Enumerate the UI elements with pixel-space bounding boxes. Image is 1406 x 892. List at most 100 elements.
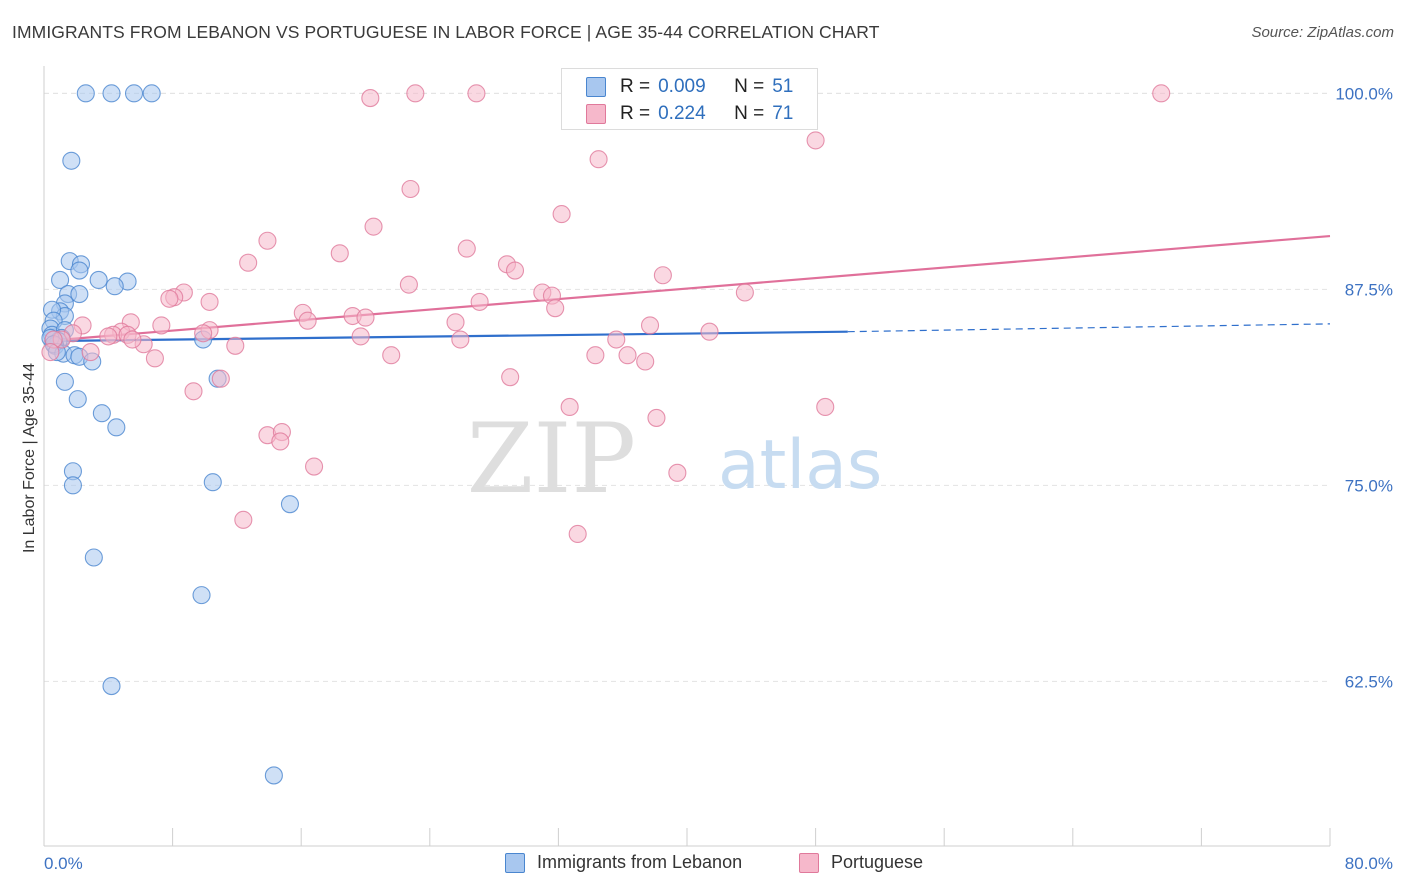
legend-r-value: 0.224 <box>658 103 706 124</box>
point-portuguese <box>816 397 835 417</box>
point-portuguese <box>200 292 219 311</box>
point-portuguese <box>546 299 565 318</box>
trend-lines <box>43 234 1331 343</box>
legend-n-label: N = <box>734 103 765 124</box>
legend-row-portuguese: R = 0.224 N = 71 <box>586 101 793 127</box>
point-portuguese <box>194 324 213 343</box>
point-lebanon <box>63 476 82 495</box>
point-portuguese <box>271 432 290 451</box>
point-lebanon <box>102 84 121 103</box>
point-portuguese <box>239 253 258 272</box>
legend-n-value: 51 <box>772 76 794 97</box>
point-portuguese <box>184 382 203 401</box>
point-portuguese <box>211 369 230 388</box>
point-lebanon <box>280 495 299 514</box>
legend-r-label: R = <box>620 76 651 97</box>
point-portuguese <box>446 313 465 332</box>
point-lebanon <box>264 766 283 785</box>
point-lebanon <box>68 390 87 409</box>
point-lebanon <box>84 548 103 567</box>
point-portuguese <box>1152 84 1171 103</box>
point-lebanon <box>105 277 124 296</box>
watermark-zip: ZIP <box>467 403 636 515</box>
legend-row-lebanon: R = 0.009 N = 51 <box>586 74 793 100</box>
y-tick-label: 62.5% <box>1345 672 1393 691</box>
point-portuguese <box>501 368 520 387</box>
point-portuguese <box>647 408 666 427</box>
x-tick-label-min: 0.0% <box>44 854 83 873</box>
point-portuguese <box>735 283 754 302</box>
point-lebanon <box>62 151 81 170</box>
series-legend: Immigrants from Lebanon Portuguese <box>0 852 1406 876</box>
point-lebanon <box>107 418 126 437</box>
point-portuguese <box>552 205 571 224</box>
point-portuguese <box>330 244 349 263</box>
point-portuguese <box>99 327 118 346</box>
trend-line-dashed-0 <box>847 323 1331 333</box>
point-portuguese <box>382 346 401 365</box>
point-portuguese <box>234 510 253 529</box>
data-points <box>41 84 1171 785</box>
series-legend-portuguese[interactable]: Portuguese <box>799 852 923 873</box>
point-portuguese <box>226 336 245 355</box>
point-portuguese <box>505 261 525 280</box>
point-lebanon <box>203 473 222 492</box>
series-swatch-lebanon <box>505 852 525 873</box>
point-portuguese <box>145 349 164 368</box>
watermark-atlas: atlas <box>718 426 882 505</box>
point-portuguese <box>364 217 383 236</box>
point-portuguese <box>586 346 605 365</box>
point-lebanon <box>102 677 121 696</box>
point-portuguese <box>406 84 425 103</box>
y-tick-label: 100.0% <box>1335 84 1393 103</box>
point-portuguese <box>607 330 626 349</box>
point-portuguese <box>668 463 687 482</box>
point-portuguese <box>589 150 608 169</box>
correlation-legend: R = 0.009 N = 51 R = 0.224 N = 71 <box>561 68 818 130</box>
point-portuguese <box>356 308 375 327</box>
legend-n-label: N = <box>734 76 765 97</box>
x-tick-label-max: 80.0% <box>1345 854 1393 873</box>
legend-swatch-lebanon <box>586 77 606 97</box>
point-portuguese <box>451 330 470 349</box>
point-portuguese <box>636 352 655 371</box>
point-portuguese <box>298 311 317 330</box>
legend-n-value: 71 <box>772 103 794 124</box>
point-portuguese <box>653 266 672 285</box>
point-lebanon <box>89 270 108 290</box>
point-lebanon <box>92 404 111 423</box>
point-portuguese <box>618 346 637 365</box>
point-lebanon <box>70 285 89 304</box>
point-portuguese <box>560 397 579 417</box>
point-portuguese <box>160 289 179 308</box>
point-lebanon <box>70 261 89 280</box>
point-portuguese <box>152 316 171 335</box>
point-portuguese <box>351 327 370 346</box>
y-tick-label: 75.0% <box>1345 476 1393 495</box>
y-tick-labels: 62.5% 75.0% 87.5% 100.0% <box>1335 84 1393 691</box>
series-label-portuguese: Portuguese <box>831 852 924 872</box>
trend-line-1 <box>43 234 1331 343</box>
point-lebanon <box>51 270 70 290</box>
point-portuguese <box>41 343 60 362</box>
chart-source: Source: ZipAtlas.com <box>1251 24 1394 41</box>
point-portuguese <box>806 131 825 150</box>
point-portuguese <box>258 231 277 250</box>
legend-r-label: R = <box>620 103 651 124</box>
point-portuguese <box>470 292 489 311</box>
series-legend-lebanon[interactable]: Immigrants from Lebanon <box>505 852 742 873</box>
grid-lines <box>44 92 1330 682</box>
point-portuguese <box>467 84 486 103</box>
y-tick-label: 87.5% <box>1345 280 1393 299</box>
series-swatch-portuguese <box>799 852 819 873</box>
legend-r-value: 0.009 <box>658 76 706 97</box>
point-portuguese <box>305 457 324 476</box>
legend-swatch-portuguese <box>586 104 606 124</box>
point-portuguese <box>123 330 142 349</box>
point-lebanon <box>192 586 211 605</box>
point-portuguese <box>568 524 587 544</box>
point-portuguese <box>700 322 719 341</box>
watermark: ZIP atlas <box>467 403 883 515</box>
point-lebanon <box>124 84 144 103</box>
